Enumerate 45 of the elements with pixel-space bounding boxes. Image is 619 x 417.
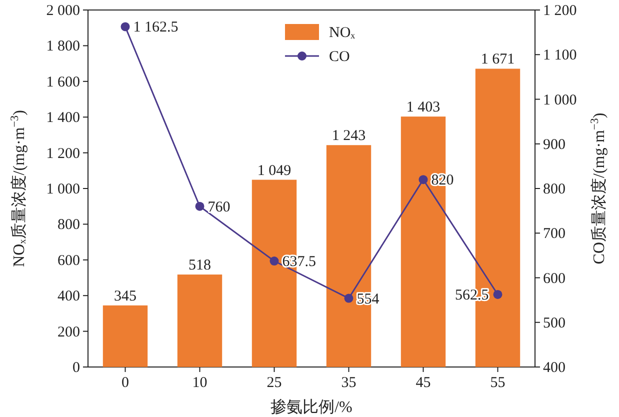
bar [102,305,148,367]
y-tick-label: 600 [58,252,80,269]
y-tick-label: 1 800 [46,38,80,55]
y2-tick-label: 1 000 [543,92,577,108]
point [270,256,279,266]
x-tick-label: 55 [490,375,506,391]
data-label: 760 [208,199,230,216]
y-tick-label: 1 200 [46,146,80,162]
x-tick-label: 0 [122,375,129,391]
point [493,290,502,299]
data-label: 518 [188,258,211,274]
point [418,175,428,184]
data-label: 345 [114,288,136,304]
x-tick-label: 35 [341,375,356,391]
y-tick-label: 1 400 [46,110,80,126]
point [120,22,130,32]
y2-tick-label: 500 [543,315,566,332]
y-tick-label: 1 000 [46,182,80,198]
legend-label: NOₓ [329,25,356,41]
data-label: 1 162.5 [133,20,178,36]
y-tick-label: 800 [58,217,80,234]
y-tick-label: 400 [58,288,80,305]
point [344,294,354,303]
y2-tick-label: 1 200 [543,3,577,19]
y2-tick-label: 1 100 [543,48,577,64]
point [195,202,204,211]
y-tick-label: 0 [72,360,80,376]
x-tick-label: 45 [416,375,431,391]
y-tick-label: 2 000 [46,3,80,19]
x-axis-title: 掺氨比例/% [270,398,352,416]
y2-tick-label: 600 [543,270,566,287]
y-tick-label: 200 [58,324,80,340]
y2-tick-label: 800 [543,182,566,198]
y2-tick-label: 900 [543,136,566,153]
data-label: 1 671 [480,52,515,68]
y-tick-label: 1 600 [46,74,80,90]
data-label: 1 243 [332,128,366,144]
bar [177,274,222,367]
data-label: 1 049 [257,162,292,179]
x-tick-label: 25 [266,375,282,391]
legend-label: CO [329,49,350,65]
x-tick-label: 10 [192,375,208,391]
y2-tick-label: 400 [543,360,566,376]
data-label: 1 403 [406,100,440,116]
y2-tick-label: 700 [543,226,566,242]
